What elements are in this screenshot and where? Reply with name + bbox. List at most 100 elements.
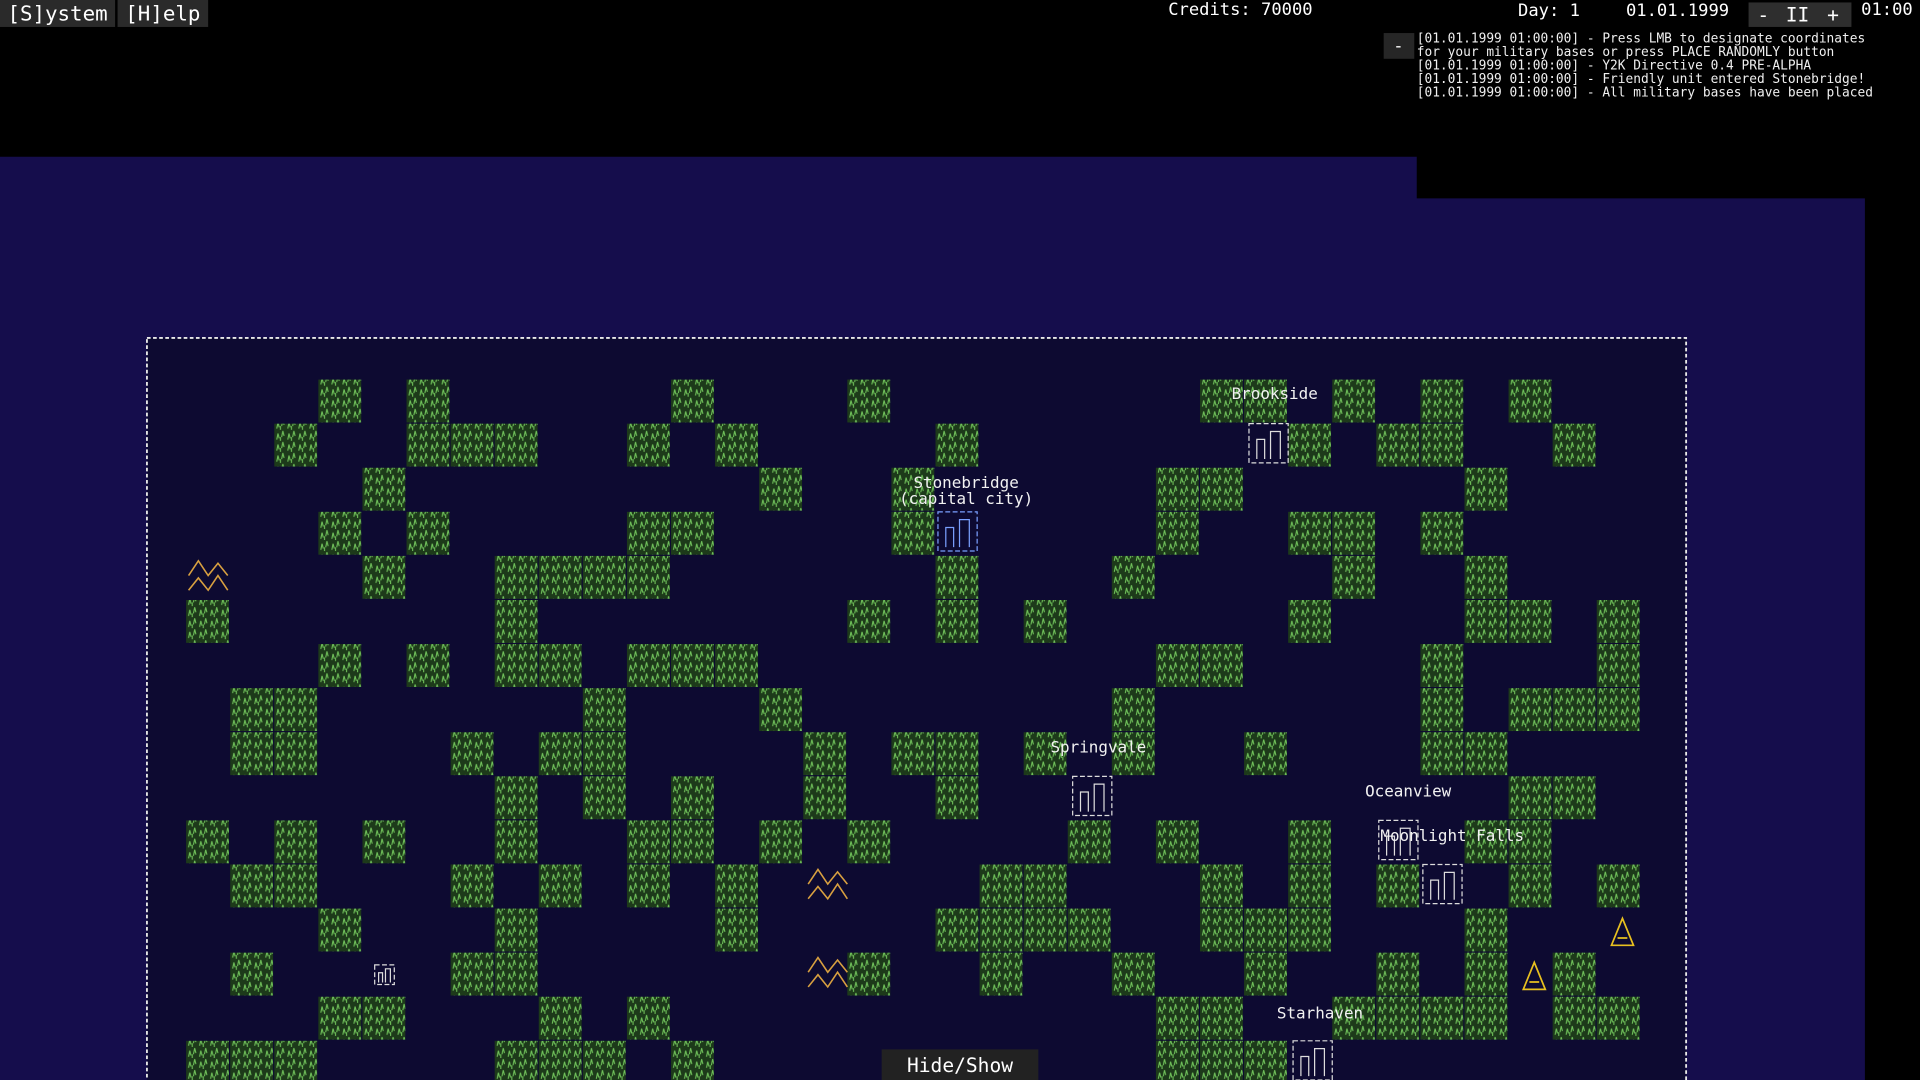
- city-icon: [1292, 1040, 1333, 1080]
- forest-tile: [626, 820, 670, 864]
- forest-tile: [1288, 864, 1332, 908]
- city-buildings: [1256, 430, 1281, 459]
- forest-tile: [935, 600, 979, 643]
- city-label: Starhaven: [1277, 1003, 1363, 1022]
- forest-tile: [626, 555, 670, 599]
- forest-tile: [1200, 908, 1243, 952]
- forest-tile: [935, 776, 979, 820]
- system-label[interactable]: [S]ystem: [7, 2, 107, 26]
- city-label: Oceanview: [1365, 782, 1452, 801]
- log-line: [01.01.1999 01:00:00] - Y2K Directive 0.…: [1417, 59, 1812, 74]
- forest-tile: [1420, 996, 1464, 1040]
- forest-tile: [1596, 688, 1640, 732]
- forest-tile: [1067, 820, 1111, 864]
- forest-tile: [1464, 908, 1508, 952]
- log-line: [01.01.1999 01:00:00] - Press LMB to des…: [1417, 32, 1866, 47]
- forest-tile: [1023, 864, 1067, 908]
- forest-tile: [671, 379, 714, 423]
- forest-tile: [1155, 467, 1199, 511]
- log-collapse-button[interactable]: [1383, 33, 1415, 59]
- forest-tile: [891, 732, 935, 776]
- city-label: Stonebridge: [913, 473, 1018, 492]
- forest-tile: [1244, 908, 1287, 952]
- forest-tile: [1332, 996, 1376, 1040]
- forest-tile: [1155, 644, 1199, 687]
- forest-tile: [1200, 467, 1243, 511]
- forest-tile: [1023, 600, 1067, 643]
- forest-tile: [1244, 379, 1287, 423]
- speed-up[interactable]: +: [1827, 3, 1839, 26]
- forest-tile: [803, 732, 847, 776]
- forest-tile: [1244, 952, 1287, 996]
- forest-tile: [1288, 423, 1332, 467]
- forest-tile: [186, 600, 229, 643]
- forest-tile: [891, 511, 935, 555]
- forest-tile: [494, 776, 538, 820]
- day: Day: 1: [1518, 1, 1580, 21]
- forest-tile: [406, 511, 450, 555]
- forest-tile: [759, 467, 803, 511]
- help-button[interactable]: [117, 0, 209, 27]
- forest-tile: [1111, 952, 1155, 996]
- forest-tile: [1155, 820, 1199, 864]
- forest-tile: [1464, 600, 1508, 643]
- hide-show-label[interactable]: Hide/Show: [907, 1054, 1013, 1077]
- forest-tile: [1464, 732, 1508, 776]
- forest-tile: [935, 423, 979, 467]
- forest-tile: [186, 820, 229, 864]
- log-line: [01.01.1999 01:00:00] - Friendly unit en…: [1417, 72, 1866, 87]
- forest-tile: [1155, 996, 1199, 1040]
- forest-tile: [1376, 423, 1420, 467]
- forest-tile: [230, 864, 274, 908]
- forest-tile: [979, 908, 1023, 952]
- pause[interactable]: II: [1786, 3, 1810, 26]
- forest-tile: [494, 644, 538, 687]
- forest-tile: [1200, 379, 1243, 423]
- forest-tile: [1332, 511, 1376, 555]
- forest-tile: [1420, 511, 1464, 555]
- hide-show-button[interactable]: [881, 1049, 1039, 1080]
- forest-tile: [1200, 1040, 1243, 1080]
- map-tiles: Brookside Stonebridge(capital city) Spring…: [186, 379, 1640, 1080]
- forest-tile: [1067, 908, 1111, 952]
- help-label[interactable]: [H]elp: [125, 2, 200, 26]
- forest-tile: [1508, 864, 1552, 908]
- forest-tile: [406, 644, 450, 687]
- forest-tile: [671, 1040, 714, 1080]
- forest-tile: [1508, 776, 1552, 820]
- forest-tile: [274, 423, 318, 467]
- forest-tile: [538, 1040, 582, 1080]
- city-label: Springvale: [1050, 738, 1146, 757]
- speed-down[interactable]: -: [1757, 3, 1769, 26]
- forest-tile: [1596, 644, 1640, 687]
- log-collapse-label[interactable]: -: [1393, 37, 1403, 57]
- city-buildings: [945, 519, 970, 548]
- forest-tile: [1552, 952, 1596, 996]
- forest-tile: [274, 688, 318, 732]
- city-note: (capital city): [899, 489, 1033, 508]
- forest-tile: [538, 555, 582, 599]
- forest-tile: [1200, 644, 1243, 687]
- forest-tile: [1420, 423, 1464, 467]
- time: 01:00: [1861, 0, 1913, 20]
- forest-tile: [494, 908, 538, 952]
- forest-tile: [1420, 688, 1464, 732]
- forest-tile: [318, 644, 362, 687]
- forest-tile: [891, 467, 935, 511]
- forest-tile: [450, 423, 494, 467]
- forest-tile: [494, 423, 538, 467]
- city-icon: [374, 964, 395, 986]
- city-icon: [1248, 423, 1289, 464]
- forest-tile: [494, 555, 538, 599]
- forest-tile: [362, 467, 406, 511]
- forest-tile: [935, 555, 979, 599]
- forest-tile: [626, 644, 670, 687]
- forest-tile: [1552, 776, 1596, 820]
- forest-tile: [1552, 688, 1596, 732]
- forest-tile: [538, 996, 582, 1040]
- forest-tile: [715, 864, 758, 908]
- speed-controls: [1748, 2, 1852, 27]
- forest-tile: [1596, 864, 1640, 908]
- forest-tile: [274, 864, 318, 908]
- system-button[interactable]: [0, 0, 116, 27]
